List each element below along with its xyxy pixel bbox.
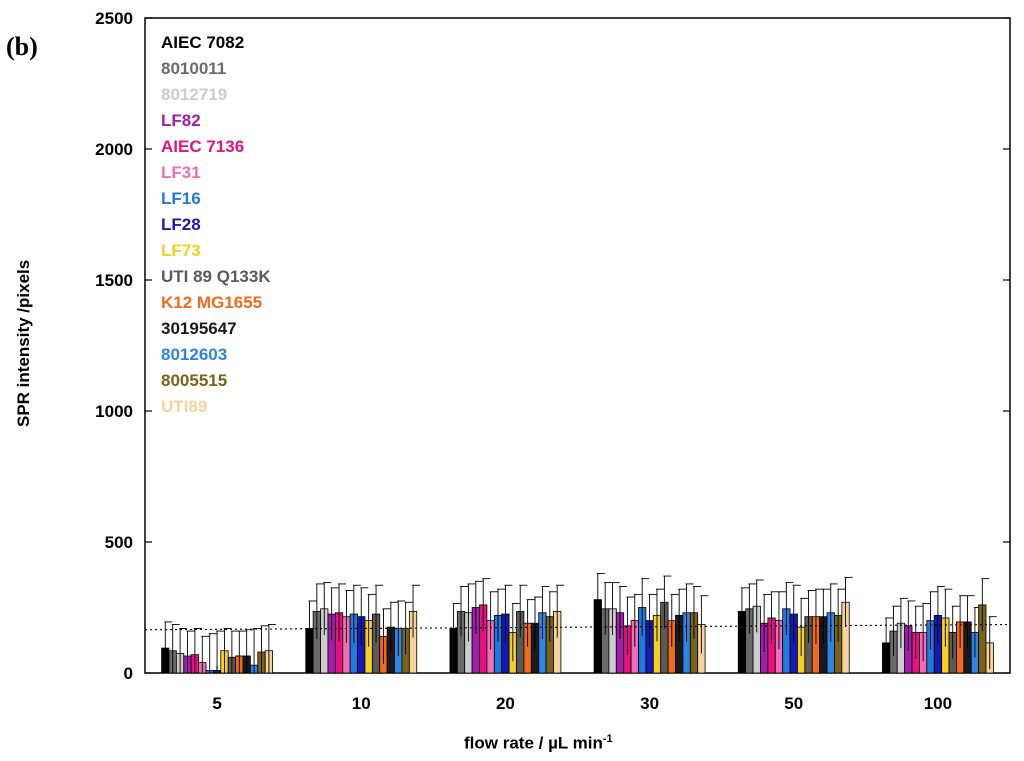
y-tick-label: 2500 bbox=[95, 9, 133, 28]
x-axis-label-text: flow rate / µL min bbox=[464, 733, 603, 753]
x-tick-label: 10 bbox=[352, 694, 371, 713]
legend-item: UTI 89 Q133K bbox=[161, 267, 271, 286]
y-tick-label: 500 bbox=[105, 533, 133, 552]
legend-item: 30195647 bbox=[161, 319, 237, 338]
panel-label: (b) bbox=[6, 32, 38, 61]
legend-item: 8012603 bbox=[161, 345, 228, 364]
chart-legend: AIEC 7082 8010011 8012719 LF82 AIEC 7136 LF31… bbox=[161, 30, 271, 420]
x-axis-label-superscript: -1 bbox=[602, 733, 613, 745]
plot-frame bbox=[144, 17, 1011, 674]
x-tick-label: 5 bbox=[212, 694, 221, 713]
y-axis-label: SPR intensity /pixels bbox=[14, 259, 33, 427]
x-tick-label: 50 bbox=[784, 694, 803, 713]
legend-item: AIEC 7082 bbox=[161, 33, 245, 52]
x-tick-label: 20 bbox=[496, 694, 515, 713]
x-axis-label: flow rate / µL min-1 bbox=[464, 733, 613, 754]
legend-item: AIEC 7136 bbox=[161, 137, 245, 156]
threshold-line bbox=[144, 623, 1011, 631]
y-tick-label: 2000 bbox=[95, 140, 133, 159]
legend-item: 8005515 bbox=[161, 371, 228, 390]
chart-threshold bbox=[144, 623, 1011, 631]
legend-item: LF16 bbox=[161, 189, 201, 208]
legend-item: UTI89 bbox=[161, 397, 208, 416]
chart-tick-labels: 0 500 1000 1500 2000 2500 5 10 20 30 50 100 bbox=[95, 9, 952, 713]
x-tick-label: 30 bbox=[640, 694, 659, 713]
legend-item: 8012719 bbox=[161, 85, 228, 104]
legend-item: LF31 bbox=[161, 163, 201, 182]
y-tick-label: 0 bbox=[124, 664, 133, 683]
y-tick-label: 1000 bbox=[95, 402, 133, 421]
legend-item: K12 MG1655 bbox=[161, 293, 263, 312]
x-tick-label: 100 bbox=[924, 694, 952, 713]
chart-bars bbox=[161, 572, 997, 674]
legend-item: LF82 bbox=[161, 111, 201, 130]
legend-item: LF28 bbox=[161, 215, 201, 234]
legend-item: LF73 bbox=[161, 241, 201, 260]
y-tick-label: 1500 bbox=[95, 271, 133, 290]
chart-axes bbox=[144, 17, 1011, 674]
legend-item: 8010011 bbox=[161, 59, 227, 78]
